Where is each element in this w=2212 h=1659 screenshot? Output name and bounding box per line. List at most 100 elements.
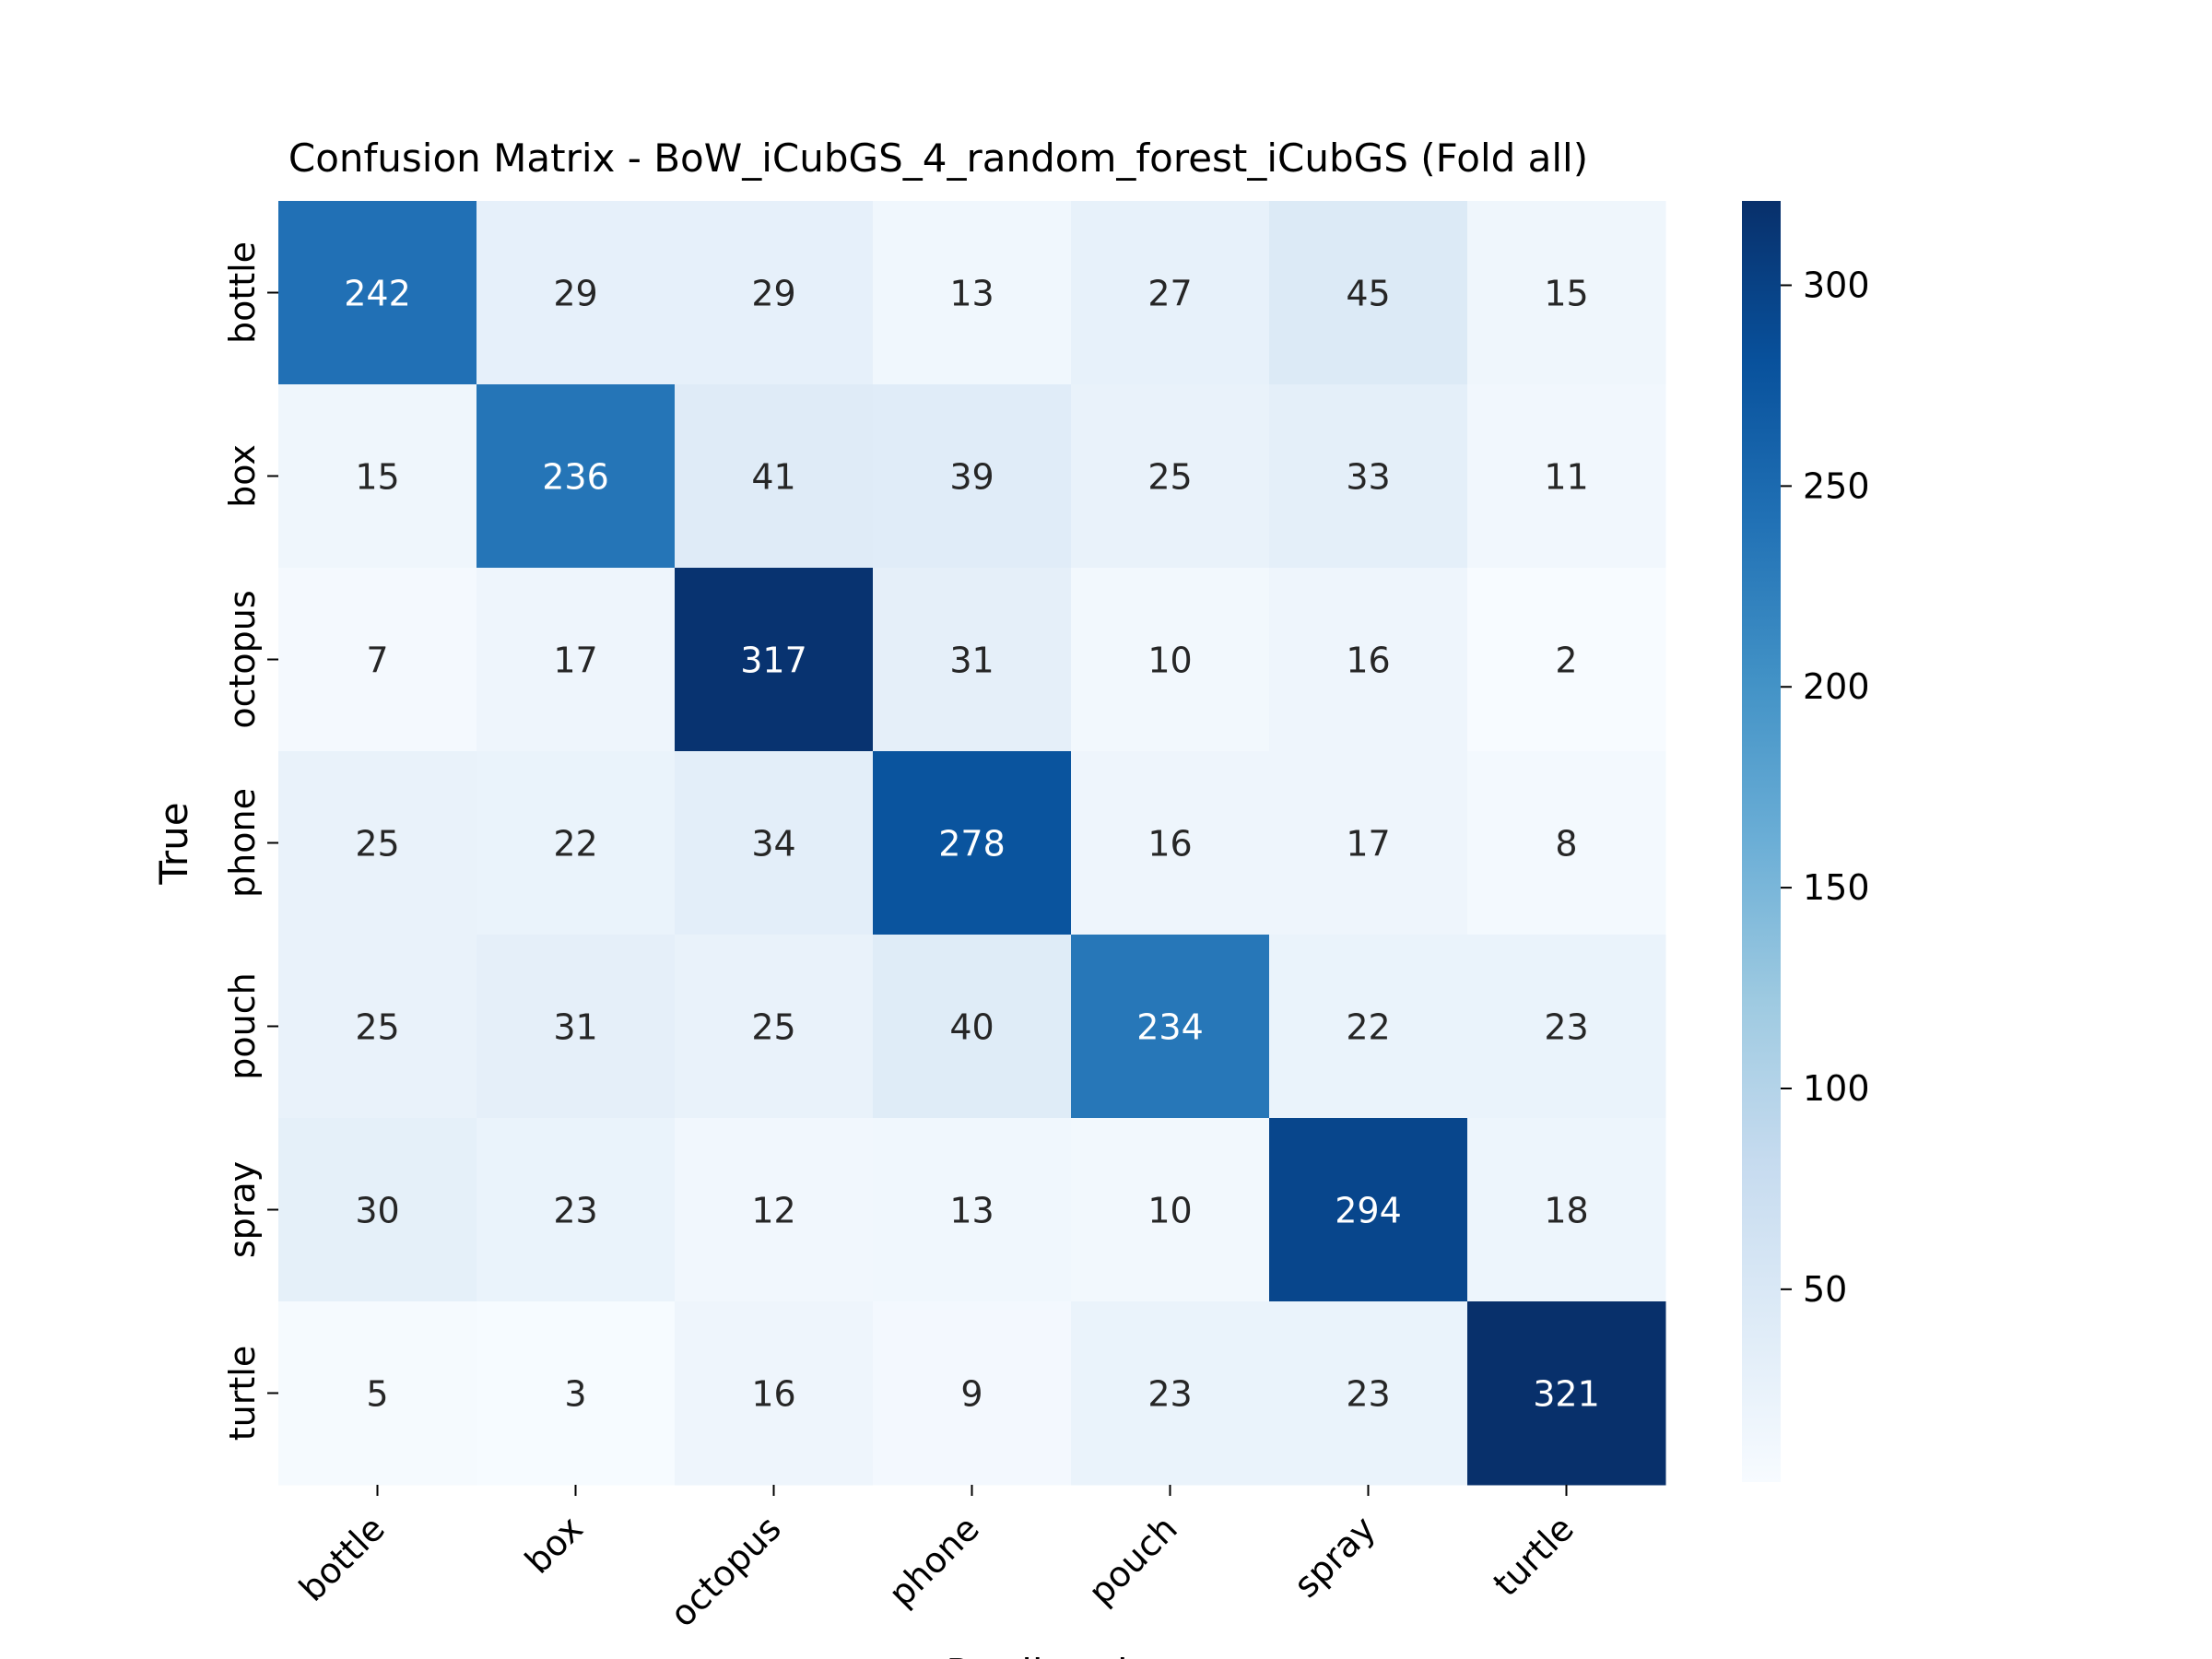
cell-value-label: 22	[1346, 1007, 1390, 1048]
heatmap-cell	[1467, 384, 1666, 569]
cell-value-label: 25	[1147, 457, 1192, 498]
cell-value-label: 25	[355, 824, 399, 865]
heatmap-cell	[1071, 568, 1270, 752]
heatmap-cell	[675, 935, 874, 1119]
heatmap-cell	[1269, 384, 1468, 569]
colorbar-tick-label: 300	[1803, 265, 1870, 306]
cell-value-label: 34	[751, 824, 795, 865]
cell-value-label: 30	[355, 1191, 399, 1231]
y-tick-label: bottle	[222, 241, 263, 344]
cell-value-label: 15	[355, 457, 399, 498]
y-tick-label: box	[222, 444, 263, 508]
heatmap-cell	[278, 1301, 477, 1486]
heatmap-cell	[675, 384, 874, 569]
heatmap-cell	[675, 1118, 874, 1302]
heatmap-cell	[1269, 751, 1468, 935]
heatmap-cells	[278, 201, 1666, 1486]
y-tick-label: octopus	[222, 590, 263, 728]
heatmap-cell	[1269, 1118, 1468, 1302]
cell-value-label: 29	[751, 274, 795, 314]
heatmap-cell	[1467, 935, 1666, 1119]
heatmap-cell	[477, 384, 676, 569]
cell-value-label: 23	[1147, 1374, 1192, 1415]
cell-value-label: 16	[1147, 824, 1192, 865]
heatmap-cell	[278, 568, 477, 752]
y-tick-label: turtle	[222, 1346, 263, 1441]
cell-value-label: 25	[751, 1007, 795, 1048]
colorbar	[1742, 201, 1781, 1482]
cell-value-label: 16	[751, 1374, 795, 1415]
heatmap-cell	[1071, 751, 1270, 935]
y-tick-label: pouch	[222, 972, 263, 1079]
cell-value-label: 33	[1346, 457, 1390, 498]
heatmap-cell	[278, 751, 477, 935]
cell-value-label: 294	[1335, 1191, 1402, 1231]
x-tick-label: phone	[881, 1508, 987, 1614]
heatmap-cell	[873, 568, 1072, 752]
y-axis-ticks: bottle box octopus phone pouch spray turtle	[222, 241, 278, 1441]
cell-value-label: 41	[751, 457, 795, 498]
cell-value-label: 29	[553, 274, 597, 314]
heatmap-cell	[1467, 1301, 1666, 1486]
colorbar-tick-label: 100	[1803, 1068, 1870, 1109]
cell-value-label: 236	[542, 457, 609, 498]
cell-value-label: 11	[1544, 457, 1588, 498]
heatmap-cell	[477, 935, 676, 1119]
x-axis-label: Predicted	[946, 1651, 1127, 1659]
heatmap-cell	[477, 568, 676, 752]
cell-value-label: 7	[366, 641, 388, 681]
cell-value-label: 15	[1544, 274, 1588, 314]
heatmap-cell	[1071, 1301, 1270, 1486]
heatmap-cell	[873, 384, 1072, 569]
heatmap-cell	[1269, 1301, 1468, 1486]
cell-value-label: 31	[553, 1007, 597, 1048]
colorbar-tick-label: 50	[1803, 1269, 1847, 1310]
x-tick-label: box	[517, 1508, 591, 1582]
heatmap-cell	[1269, 935, 1468, 1119]
x-tick-label: pouch	[1080, 1508, 1184, 1612]
heatmap-cell	[278, 201, 477, 385]
heatmap-cell	[278, 935, 477, 1119]
cell-value-label: 18	[1544, 1191, 1588, 1231]
chart-title: Confusion Matrix - BoW_iCubGS_4_random_f…	[288, 135, 1588, 181]
cell-value-label: 321	[1533, 1374, 1600, 1415]
heatmap-cell	[1467, 751, 1666, 935]
heatmap-cell	[1071, 201, 1270, 385]
heatmap-cell	[675, 751, 874, 935]
cell-value-label: 234	[1136, 1007, 1204, 1048]
heatmap-cell	[873, 935, 1072, 1119]
cell-value-label: 40	[949, 1007, 994, 1048]
colorbar-tick-label: 200	[1803, 666, 1870, 707]
cell-value-label: 10	[1147, 641, 1192, 681]
cell-value-label: 8	[1555, 824, 1577, 865]
cell-value-label: 39	[949, 457, 994, 498]
x-tick-label: turtle	[1486, 1508, 1582, 1604]
heatmap-cell	[278, 384, 477, 569]
heatmap-cell	[477, 201, 676, 385]
heatmap-cell	[1269, 568, 1468, 752]
heatmap-cell	[873, 1118, 1072, 1302]
heatmap-cell	[675, 568, 874, 752]
heatmap-cell	[1269, 201, 1468, 385]
heatmap-cell	[477, 1118, 676, 1302]
heatmap-cell	[1071, 1118, 1270, 1302]
cell-value-label: 23	[1346, 1374, 1390, 1415]
cell-value-label: 17	[553, 641, 597, 681]
colorbar-tick-label: 150	[1803, 867, 1870, 908]
cell-value-label: 242	[344, 274, 411, 314]
cell-value-label: 10	[1147, 1191, 1192, 1231]
heatmap-cell	[873, 1301, 1072, 1486]
colorbar-tick-label: 250	[1803, 465, 1870, 506]
cell-value-label: 23	[1544, 1007, 1588, 1048]
x-tick-label: bottle	[291, 1508, 393, 1609]
heatmap-cell	[675, 201, 874, 385]
heatmap-cell	[675, 1301, 874, 1486]
heatmap-cell	[477, 751, 676, 935]
cell-value-label: 45	[1346, 274, 1390, 314]
cell-value-label: 22	[553, 824, 597, 865]
cell-value-label: 31	[949, 641, 994, 681]
x-tick-label: octopus	[662, 1508, 788, 1634]
heatmap-cell	[873, 751, 1072, 935]
cell-value-label: 12	[751, 1191, 795, 1231]
